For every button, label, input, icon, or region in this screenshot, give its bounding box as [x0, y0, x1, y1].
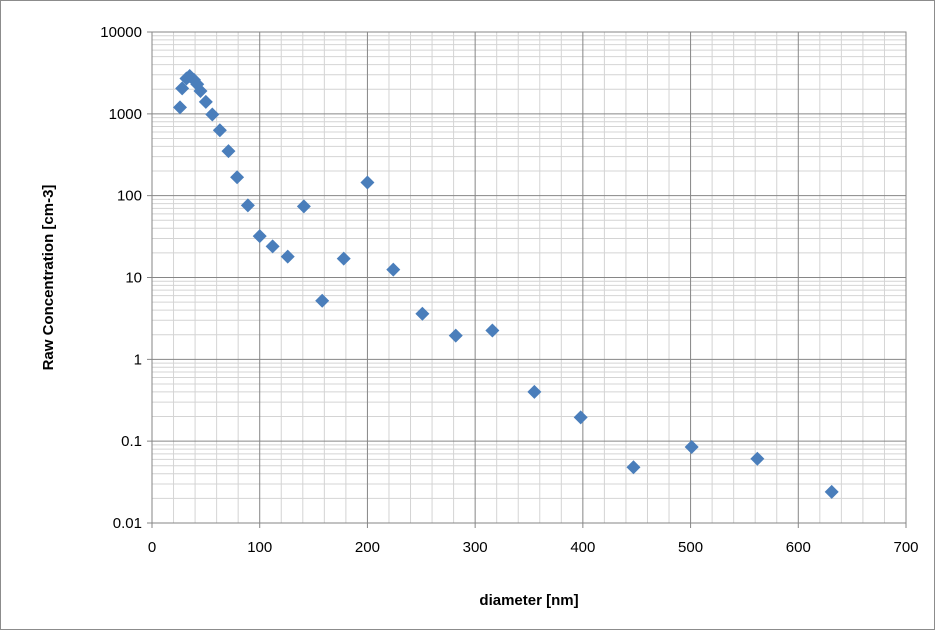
data-point — [212, 123, 227, 138]
data-point — [360, 175, 375, 190]
data-point — [193, 84, 208, 99]
data-point — [265, 239, 280, 254]
data-point — [198, 94, 213, 109]
data-points — [173, 68, 839, 499]
y-axis-ticks: 0.01 0.1 1 10 100 1000 10000 — [100, 24, 142, 532]
x-tick-label: 400 — [570, 539, 595, 556]
y-tick-label: 0.1 — [121, 433, 142, 450]
data-point — [386, 262, 401, 277]
x-tick-label: 300 — [463, 539, 488, 556]
data-point — [240, 198, 255, 213]
data-point — [750, 451, 765, 466]
y-tick-label: 10 — [125, 270, 142, 287]
x-tick-label: 100 — [247, 539, 272, 556]
data-point — [315, 293, 330, 308]
x-tick-label: 700 — [893, 539, 918, 556]
data-point — [280, 249, 295, 264]
plot-area — [151, 31, 907, 524]
y-tick-label: 1 — [134, 351, 142, 368]
data-point — [684, 439, 699, 454]
data-point — [626, 460, 641, 475]
data-point — [527, 384, 542, 399]
data-point — [573, 410, 588, 425]
y-axis-title: Raw Concentration [cm-3] — [40, 185, 57, 371]
data-point — [175, 81, 190, 96]
x-axis-ticks: 0 100 200 300 400 500 600 700 — [148, 539, 919, 556]
x-tick-label: 600 — [786, 539, 811, 556]
x-tick-label: 500 — [678, 539, 703, 556]
data-point — [485, 323, 500, 338]
data-point — [415, 306, 430, 321]
data-point — [448, 328, 463, 343]
data-point — [824, 484, 839, 499]
x-tick-label: 0 — [148, 539, 156, 556]
y-tick-label: 10000 — [100, 24, 142, 41]
data-point — [336, 251, 351, 266]
x-axis-title: diameter [nm] — [479, 592, 578, 609]
y-tick-label: 100 — [117, 188, 142, 205]
data-point — [230, 170, 245, 185]
x-tick-label: 200 — [355, 539, 380, 556]
y-tick-label: 0.01 — [113, 515, 142, 532]
data-point — [252, 229, 267, 244]
data-point — [205, 107, 220, 122]
data-point — [296, 199, 311, 214]
data-point — [221, 144, 236, 159]
data-point — [173, 100, 188, 115]
y-tick-label: 1000 — [109, 106, 142, 123]
